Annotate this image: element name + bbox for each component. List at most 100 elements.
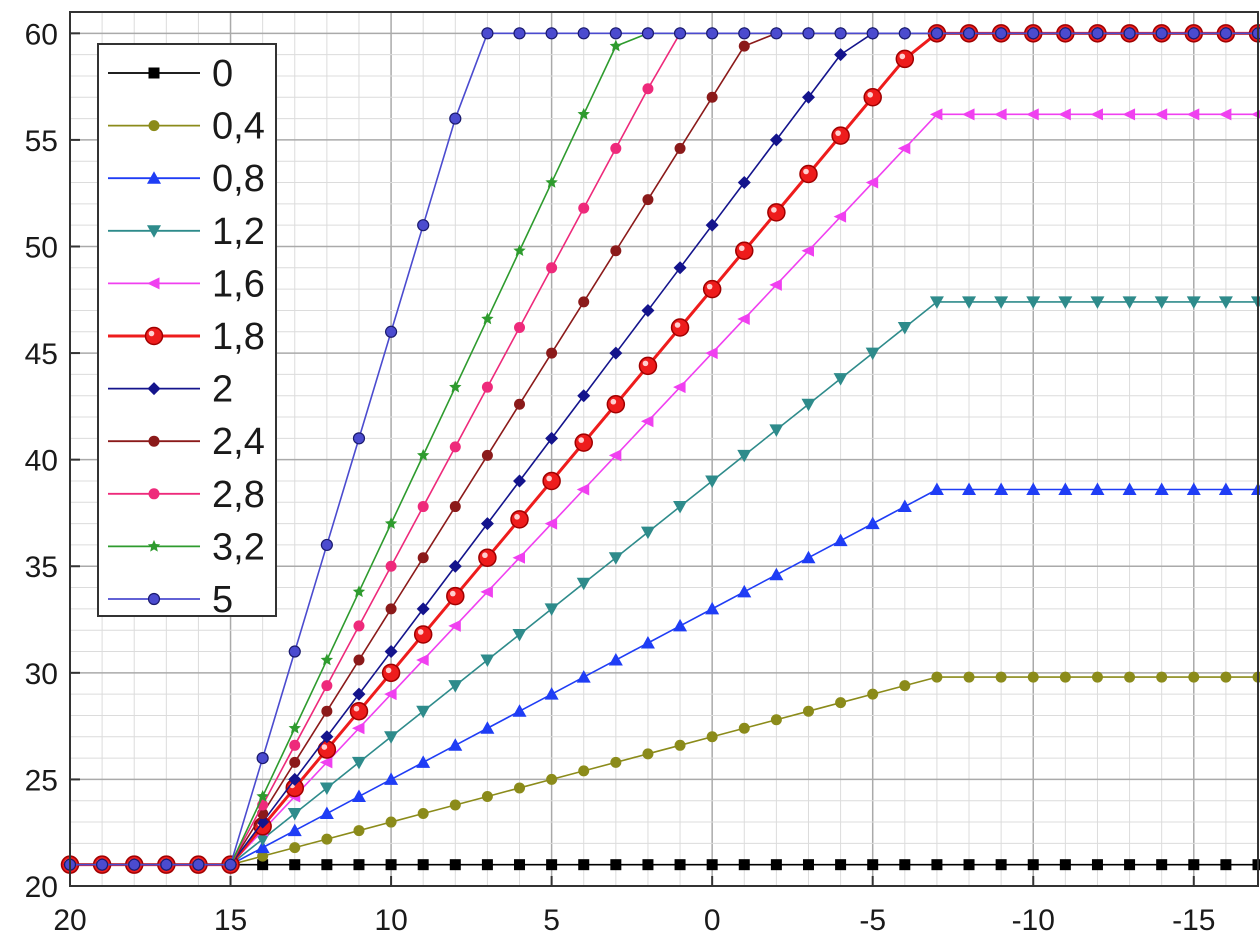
y-tick-label: 30 <box>25 658 58 691</box>
data-point <box>767 203 786 222</box>
data-point <box>608 449 622 462</box>
data-point <box>706 91 718 103</box>
data-point <box>1188 859 1200 871</box>
data-point <box>738 27 751 40</box>
data-point <box>863 88 882 107</box>
data-point <box>481 859 493 871</box>
data-point <box>544 687 559 700</box>
data-point <box>735 241 754 261</box>
data-point <box>381 663 401 683</box>
x-tick-label: 10 <box>374 904 407 937</box>
data-point <box>737 312 750 325</box>
data-point <box>514 782 526 794</box>
data-point <box>705 347 718 360</box>
data-point <box>897 499 912 513</box>
data-point <box>1059 859 1071 871</box>
data-point <box>384 731 399 744</box>
marker-highlight <box>803 168 809 175</box>
data-point <box>610 859 622 871</box>
data-point <box>545 431 559 445</box>
x-tick-label: -10 <box>1012 904 1055 937</box>
marker-highlight <box>610 398 617 405</box>
legend: 0 0,4 0,8 1,2 1,6 1,8 2 2,4 2,8 3,2 5 <box>97 43 277 621</box>
data-point <box>835 859 847 871</box>
series-5 <box>63 27 1260 871</box>
data-point <box>147 539 161 552</box>
data-point <box>320 730 334 744</box>
data-point <box>1090 296 1105 309</box>
data-point <box>930 27 944 40</box>
data-point <box>738 722 750 734</box>
data-point <box>544 517 558 530</box>
data-point <box>1154 108 1168 121</box>
data-point <box>257 850 269 862</box>
marker-highlight <box>385 667 392 674</box>
marker-highlight <box>417 629 424 635</box>
data-point <box>448 680 463 693</box>
data-point <box>147 277 160 290</box>
data-point <box>995 859 1007 871</box>
data-point <box>1156 671 1168 683</box>
y-tick-label: 50 <box>25 231 58 264</box>
data-point <box>1124 859 1136 871</box>
data-point <box>867 688 879 700</box>
data-point <box>1218 296 1233 309</box>
data-point <box>738 40 750 52</box>
data-point <box>288 772 302 786</box>
marker-highlight <box>867 91 874 98</box>
marker-highlight <box>353 705 360 712</box>
marker-highlight <box>321 744 328 750</box>
data-point <box>1059 671 1071 683</box>
data-point <box>1026 296 1041 309</box>
data-point <box>673 501 688 514</box>
legend-label: 0,4 <box>212 106 265 148</box>
data-point <box>576 577 591 591</box>
data-point <box>673 261 687 275</box>
legend-item: 2,4 <box>108 421 265 463</box>
data-point <box>801 90 815 104</box>
data-point <box>353 859 365 871</box>
data-point <box>320 653 334 666</box>
data-point <box>670 318 690 337</box>
data-point <box>833 373 848 386</box>
data-point <box>128 858 141 871</box>
data-point <box>480 721 495 734</box>
data-point <box>289 859 301 871</box>
data-point <box>865 347 880 361</box>
data-point <box>706 859 718 871</box>
data-point <box>353 654 365 666</box>
legend-item: 5 <box>108 579 233 621</box>
data-point <box>1220 859 1232 871</box>
data-point <box>514 321 526 333</box>
legend-item: 0,4 <box>108 106 265 148</box>
data-point <box>706 731 718 743</box>
data-point <box>1219 27 1232 40</box>
data-point <box>610 142 622 154</box>
data-point <box>544 603 559 616</box>
data-point <box>995 671 1007 683</box>
data-point <box>449 441 461 453</box>
data-point <box>413 625 433 644</box>
data-point <box>546 262 558 274</box>
data-point <box>835 697 847 709</box>
data-point <box>416 602 430 616</box>
marker-highlight <box>835 130 841 136</box>
data-point <box>1090 108 1103 121</box>
marker-highlight <box>148 330 155 337</box>
data-point <box>1123 27 1136 40</box>
x-tick-label: 5 <box>543 904 560 937</box>
data-point <box>866 27 879 40</box>
data-point <box>148 435 160 447</box>
legend-label: 2 <box>212 369 233 411</box>
data-point <box>416 705 431 719</box>
data-point <box>512 704 527 717</box>
legend-item: 3,2 <box>108 526 265 568</box>
data-point <box>256 751 269 765</box>
data-point <box>480 654 495 668</box>
data-point <box>319 806 334 820</box>
data-point <box>546 859 558 871</box>
series-line <box>70 488 1258 866</box>
data-point <box>642 194 654 206</box>
marker-highlight <box>578 437 585 443</box>
